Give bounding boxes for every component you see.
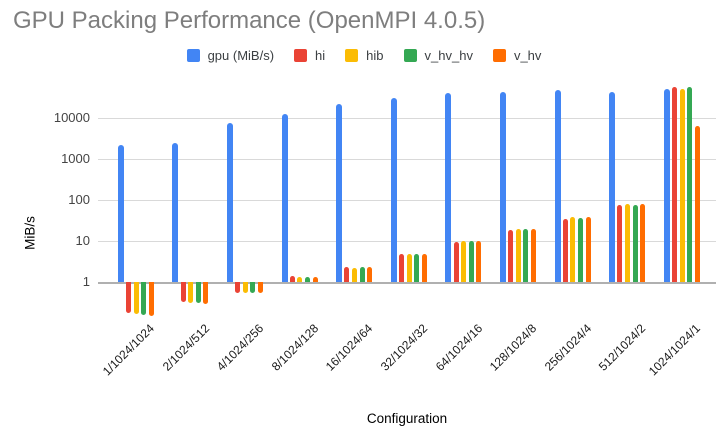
- bar[interactable]: [461, 240, 467, 282]
- legend-label: v_hv_hv: [424, 48, 473, 63]
- bar[interactable]: [609, 91, 616, 282]
- bar[interactable]: [406, 254, 412, 282]
- bar[interactable]: [414, 254, 420, 282]
- bar[interactable]: [523, 229, 529, 282]
- legend-swatch-icon: [492, 49, 506, 62]
- gridline: [98, 158, 716, 160]
- bar[interactable]: [515, 229, 521, 282]
- bar[interactable]: [312, 277, 318, 282]
- bar[interactable]: [468, 240, 474, 282]
- y-tick-label: 100: [68, 191, 90, 207]
- bar[interactable]: [453, 241, 459, 282]
- x-tick-label: 128/1024/8: [487, 321, 540, 374]
- legend-label: gpu (MiB/s): [207, 48, 275, 63]
- bar[interactable]: [570, 217, 576, 282]
- bar[interactable]: [632, 205, 638, 282]
- bar[interactable]: [359, 267, 365, 282]
- bar[interactable]: [421, 254, 427, 282]
- bar[interactable]: [344, 267, 350, 282]
- bar[interactable]: [679, 88, 685, 282]
- legend-label: hib: [366, 48, 384, 63]
- legend-swatch-icon: [186, 49, 200, 62]
- bar[interactable]: [562, 218, 568, 282]
- x-tick-label: 4/1024/256: [214, 321, 267, 374]
- bar[interactable]: [617, 205, 623, 282]
- bar[interactable]: [180, 282, 186, 303]
- bar[interactable]: [500, 92, 506, 282]
- bar[interactable]: [671, 87, 677, 282]
- y-tick-label: 10: [75, 232, 90, 248]
- bar[interactable]: [687, 87, 693, 282]
- x-tick-label: 16/1024/64: [323, 321, 376, 374]
- y-tick-label: 1: [82, 274, 90, 289]
- bar[interactable]: [530, 229, 536, 282]
- bar[interactable]: [242, 282, 248, 293]
- bar[interactable]: [203, 282, 209, 305]
- bar[interactable]: [281, 114, 288, 282]
- bar[interactable]: [554, 89, 561, 282]
- bar[interactable]: [125, 282, 131, 313]
- legend-swatch-icon: [294, 49, 308, 62]
- chart-title: GPU Packing Performance (OpenMPI 4.0.5): [13, 7, 486, 34]
- legend-swatch-icon: [345, 49, 359, 62]
- bar[interactable]: [188, 282, 194, 304]
- x-tick-label: 1/1024/1024: [100, 321, 158, 379]
- y-tick-label: 1000: [61, 150, 90, 166]
- bar[interactable]: [508, 230, 514, 282]
- bar[interactable]: [624, 204, 630, 282]
- bar[interactable]: [336, 103, 343, 282]
- bar[interactable]: [640, 204, 646, 282]
- bar[interactable]: [577, 217, 583, 282]
- bar[interactable]: [257, 282, 263, 293]
- legend-swatch-icon: [403, 49, 417, 62]
- x-tick-label: 32/1024/32: [377, 321, 431, 374]
- legend-label: hi: [315, 48, 326, 63]
- bar[interactable]: [390, 97, 397, 282]
- bar[interactable]: [398, 254, 404, 282]
- x-tick-label: 8/1024/128: [268, 321, 322, 374]
- bar[interactable]: [297, 277, 303, 282]
- y-tick-label: 10000: [53, 109, 90, 125]
- bar[interactable]: [367, 267, 373, 282]
- bar[interactable]: [585, 217, 591, 282]
- gridline: [98, 281, 716, 284]
- bar[interactable]: [445, 93, 452, 282]
- bar[interactable]: [133, 282, 139, 314]
- bar[interactable]: [148, 282, 154, 316]
- bar[interactable]: [141, 282, 147, 315]
- x-tick-label: 512/1024/2: [596, 321, 649, 374]
- gridline: [98, 199, 716, 201]
- bar[interactable]: [117, 145, 124, 282]
- legend-item[interactable]: v_hv_hv: [403, 48, 473, 63]
- gridline: [98, 240, 716, 242]
- bar[interactable]: [663, 88, 670, 282]
- x-tick-label: 1024/1024/1: [646, 321, 704, 379]
- x-tick-label: 64/1024/16: [432, 321, 485, 374]
- x-tick-label: 2/1024/512: [159, 321, 212, 374]
- bar[interactable]: [227, 122, 233, 282]
- bar[interactable]: [195, 282, 201, 304]
- bar[interactable]: [289, 275, 295, 282]
- bar[interactable]: [235, 282, 241, 293]
- bar[interactable]: [476, 240, 482, 282]
- bar[interactable]: [351, 267, 357, 282]
- x-tick-label: 256/1024/4: [541, 321, 595, 374]
- bar[interactable]: [304, 277, 310, 282]
- bar[interactable]: [172, 143, 179, 282]
- bar[interactable]: [250, 282, 256, 293]
- legend-label: v_hv: [513, 48, 542, 63]
- legend-item[interactable]: gpu (MiB/s): [186, 48, 275, 63]
- x-axis-title: Configuration: [366, 411, 448, 426]
- legend: gpu (MiB/s) hi hib v_hv_hv v_hv: [0, 48, 728, 63]
- legend-item[interactable]: hi: [294, 48, 325, 63]
- legend-item[interactable]: v_hv: [492, 48, 542, 63]
- gridline: [98, 117, 716, 119]
- legend-item[interactable]: hib: [345, 48, 384, 63]
- bar[interactable]: [694, 126, 700, 282]
